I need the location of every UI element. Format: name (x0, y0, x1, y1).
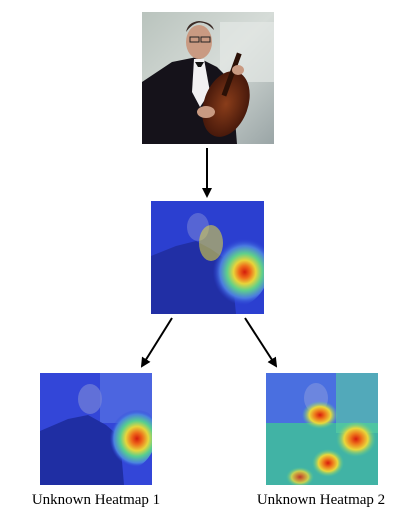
heatmap-1-caption: Unknown Heatmap 1 (31, 492, 161, 508)
heatmap-2 (266, 373, 378, 485)
heatmap-2-caption: Unknown Heatmap 2 (256, 492, 386, 508)
arrow-heatmap-to-heatmap-1 (140, 317, 173, 368)
heatmap-1 (40, 373, 152, 485)
arrow-heatmap-to-heatmap-2 (244, 317, 278, 368)
base-heatmap (151, 201, 264, 314)
input-photo (142, 12, 274, 144)
